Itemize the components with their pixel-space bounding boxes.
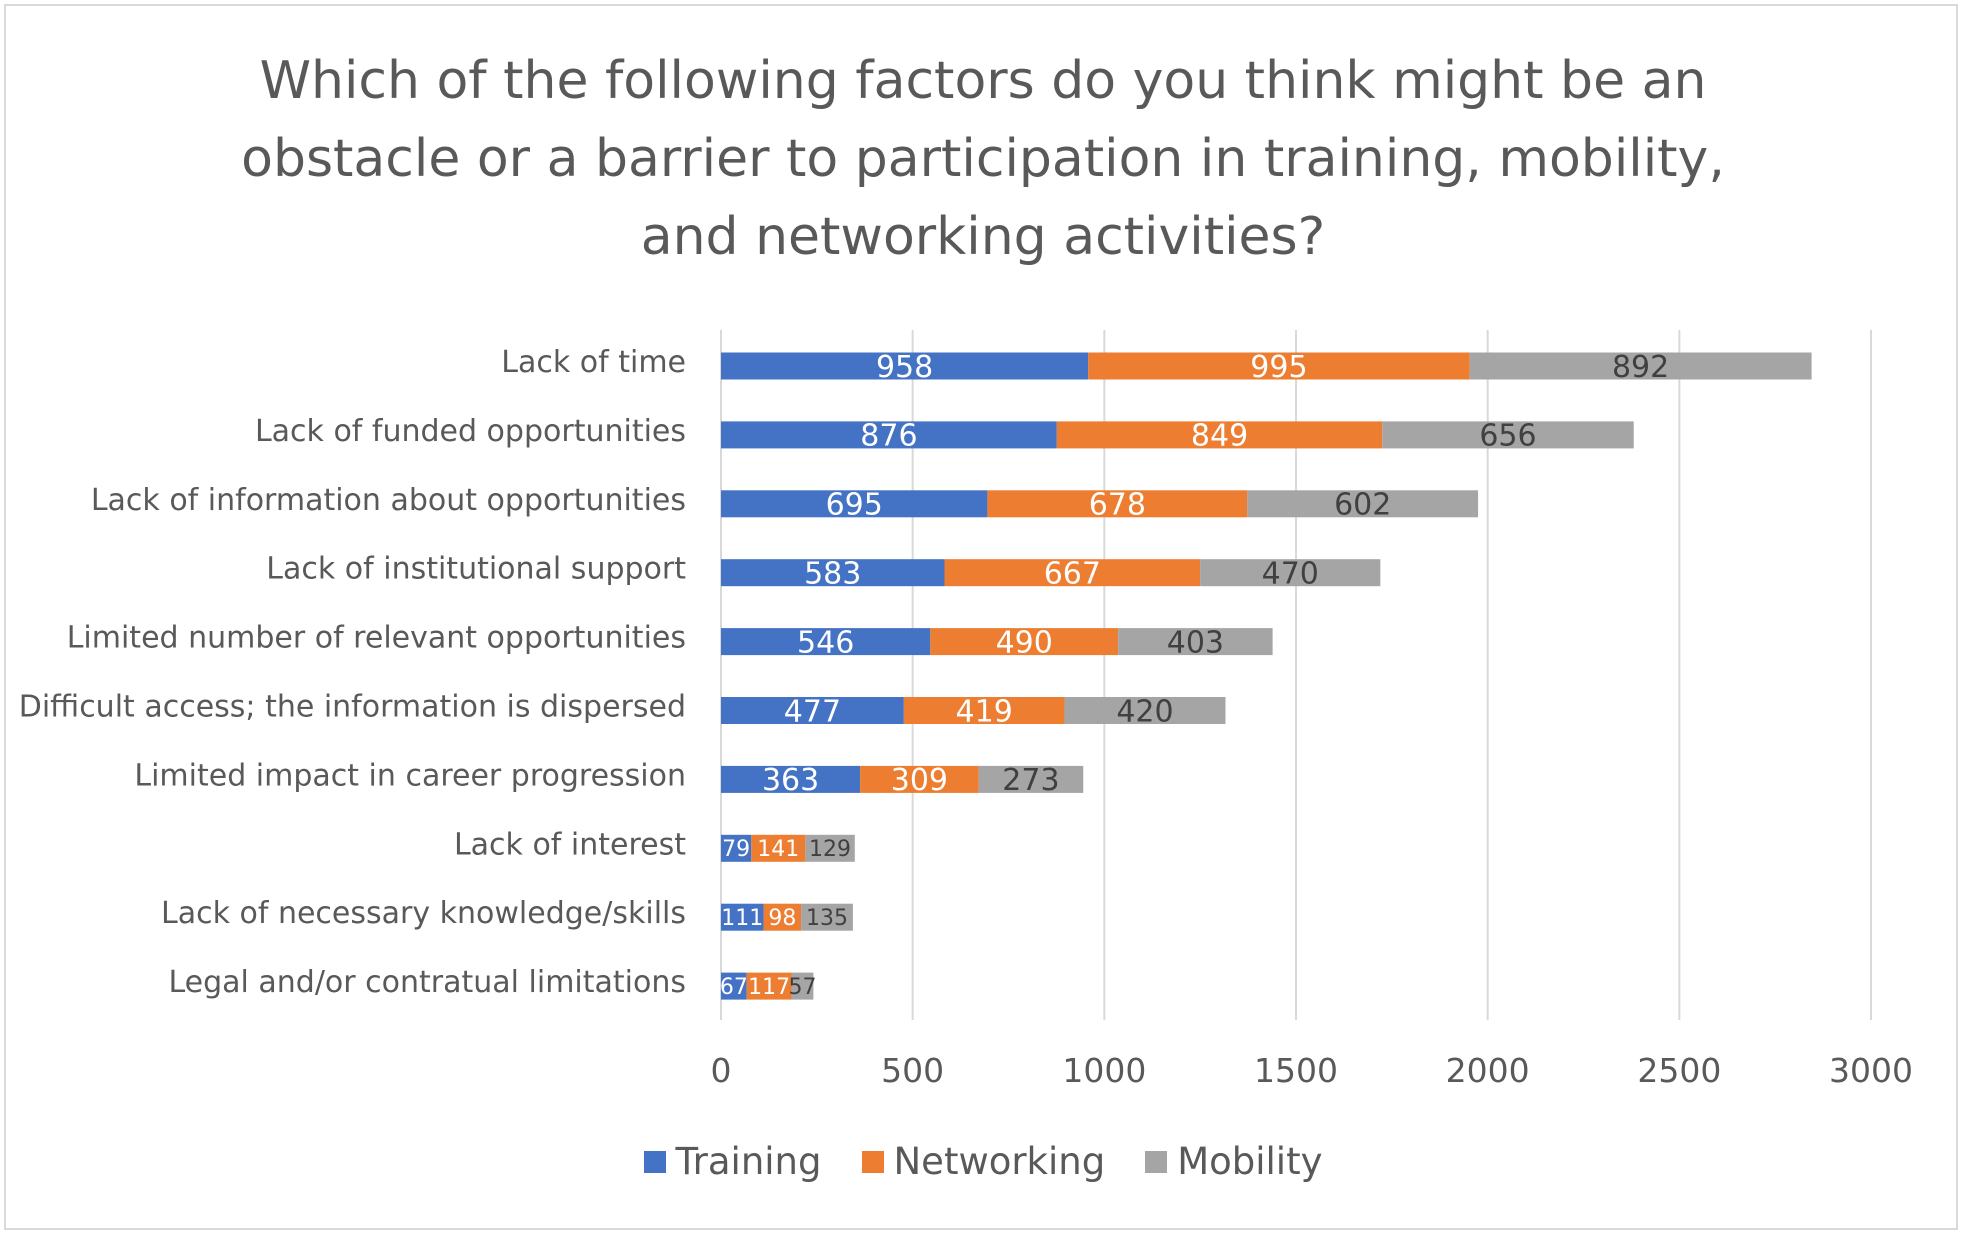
- category-label-5: Difficult access; the information is dis…: [19, 690, 686, 725]
- bar-networking-8: [763, 903, 802, 931]
- chart-title-line-3: and networking activities?: [640, 207, 1326, 267]
- data-label-mobility-2: 602: [1334, 488, 1391, 523]
- category-label-4: Limited number of relevant opportunities: [67, 621, 686, 656]
- data-label-networking-0: 995: [1250, 350, 1307, 385]
- data-label-mobility-0: 892: [1612, 350, 1669, 385]
- x-tick-label-3000: 3000: [1829, 1051, 1913, 1090]
- data-label-mobility-8: 135: [806, 906, 848, 931]
- bar-mobility-5: [1064, 697, 1226, 724]
- data-label-networking-8: 98: [768, 906, 796, 931]
- chart-title-line-1: Which of the following factors do you th…: [259, 51, 1707, 111]
- x-tick-label-2000: 2000: [1446, 1051, 1530, 1090]
- data-label-networking-9: 117: [748, 975, 790, 1000]
- data-label-training-3: 583: [804, 557, 861, 592]
- legend-swatch-training: [643, 1150, 666, 1173]
- x-tick-label-500: 500: [881, 1051, 944, 1090]
- x-tick-label-2500: 2500: [1637, 1051, 1721, 1090]
- data-label-training-9: 67: [720, 975, 748, 1000]
- chart-title-line-2: obstacle or a barrier to participation i…: [241, 129, 1725, 189]
- bar-mobility-3: [1200, 559, 1381, 587]
- legend-label-training: Training: [675, 1140, 822, 1183]
- data-label-training-6: 363: [762, 763, 819, 798]
- data-label-mobility-1: 656: [1479, 419, 1536, 454]
- data-label-networking-6: 309: [891, 763, 948, 798]
- x-tick-label-0: 0: [711, 1051, 732, 1090]
- legend-swatch-mobility: [1145, 1150, 1168, 1173]
- bar-networking-2: [987, 490, 1248, 518]
- bar-training-2: [721, 490, 988, 518]
- data-label-training-5: 477: [784, 694, 841, 729]
- bar-mobility-1: [1382, 421, 1634, 449]
- data-label-networking-7: 141: [757, 837, 799, 862]
- data-label-training-2: 695: [826, 488, 883, 523]
- category-label-3: Lack of institutional support: [266, 552, 686, 587]
- chart-title: Which of the following factors do you th…: [0, 42, 1966, 276]
- bar-training-7: [721, 834, 752, 862]
- bar-mobility-7: [805, 834, 855, 862]
- bar-mobility-8: [801, 903, 853, 931]
- bar-training-3: [721, 559, 945, 587]
- category-label-2: Lack of information about opportunities: [91, 483, 686, 518]
- data-label-networking-2: 678: [1089, 488, 1146, 523]
- bar-training-1: [721, 421, 1057, 449]
- data-label-training-8: 111: [721, 906, 763, 931]
- bar-networking-5: [903, 697, 1065, 724]
- category-label-1: Lack of funded opportunities: [255, 414, 686, 449]
- data-label-mobility-7: 129: [809, 837, 851, 862]
- category-label-6: Limited impact in career progression: [134, 758, 686, 793]
- data-label-networking-1: 849: [1191, 419, 1248, 454]
- legend-label-networking: Networking: [893, 1140, 1106, 1183]
- data-label-mobility-6: 273: [1002, 763, 1059, 798]
- data-label-training-7: 79: [722, 837, 750, 862]
- bar-mobility-4: [1118, 628, 1273, 656]
- data-label-training-0: 958: [876, 350, 933, 385]
- x-tick-label-1000: 1000: [1062, 1051, 1146, 1090]
- bar-networking-0: [1088, 352, 1470, 380]
- data-label-training-4: 546: [797, 625, 854, 660]
- bar-networking-3: [944, 559, 1201, 587]
- category-label-0: Lack of time: [501, 345, 686, 380]
- data-label-networking-3: 667: [1044, 557, 1101, 592]
- category-label-7: Lack of interest: [454, 827, 686, 862]
- bar-training-8: [721, 903, 764, 931]
- legend-label-mobility: Mobility: [1177, 1140, 1323, 1183]
- x-tick-label-1500: 1500: [1254, 1051, 1338, 1090]
- bar-networking-6: [860, 765, 979, 793]
- bar-training-6: [721, 765, 861, 793]
- bar-training-9: [721, 972, 747, 1000]
- bar-mobility-6: [978, 765, 1084, 793]
- data-label-networking-4: 490: [996, 625, 1053, 660]
- legend-item-training: Training: [643, 1140, 822, 1183]
- category-label-8: Lack of necessary knowledge/skills: [161, 896, 686, 931]
- bar-networking-4: [930, 628, 1119, 656]
- bar-training-5: [721, 697, 904, 724]
- bar-networking-7: [751, 834, 806, 862]
- data-label-mobility-5: 420: [1116, 694, 1173, 729]
- legend: Training Networking Mobility: [0, 1140, 1966, 1183]
- bar-networking-9: [746, 972, 792, 1000]
- chart-frame: [4, 4, 1958, 1230]
- data-label-mobility-3: 470: [1262, 557, 1319, 592]
- bar-training-0: [721, 352, 1089, 380]
- category-label-9: Legal and/or contratual limitations: [168, 965, 686, 1000]
- legend-item-networking: Networking: [861, 1140, 1106, 1183]
- data-label-networking-5: 419: [956, 694, 1013, 729]
- legend-swatch-networking: [861, 1150, 884, 1173]
- bar-mobility-2: [1247, 490, 1479, 518]
- bar-mobility-0: [1469, 352, 1812, 380]
- data-label-mobility-4: 403: [1167, 625, 1224, 660]
- bar-training-4: [721, 628, 931, 656]
- data-label-training-1: 876: [860, 419, 917, 454]
- bar-networking-1: [1056, 421, 1383, 449]
- bar-mobility-9: [791, 972, 814, 1000]
- data-label-mobility-9: 57: [788, 975, 816, 1000]
- legend-item-mobility: Mobility: [1145, 1140, 1323, 1183]
